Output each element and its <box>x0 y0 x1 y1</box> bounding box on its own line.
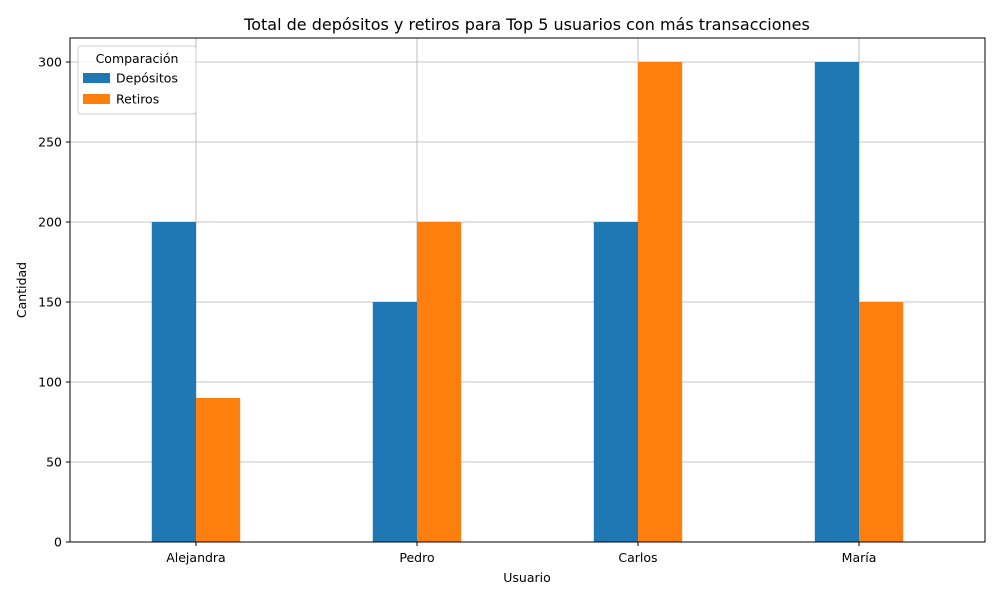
x-tick-label: Alejandra <box>166 550 226 565</box>
bar-depositos-3 <box>814 62 860 542</box>
y-axis-label: Cantidad <box>14 262 29 318</box>
chart-title: Total de depósitos y retiros para Top 5 … <box>243 15 810 34</box>
x-tick-label: María <box>842 550 877 565</box>
legend-swatch-depositos <box>83 73 110 83</box>
bar-depositos-1 <box>372 302 417 542</box>
y-tick-label: 200 <box>38 215 62 230</box>
y-tick-label: 150 <box>38 295 62 310</box>
y-tick-label: 100 <box>38 375 62 390</box>
axes-layer: 0 50 100 150 200 250 300 Alejandra Pedro Carlos Ma… <box>38 37 986 565</box>
legend-label-depositos: Depósitos <box>116 71 178 86</box>
x-tick-label: Pedro <box>399 550 434 565</box>
y-tick-label: 250 <box>38 135 62 150</box>
bar-retiros-2 <box>638 62 683 542</box>
legend-label-retiros: Retiros <box>116 92 159 107</box>
legend: Comparación Depósitos Retiros <box>77 45 197 115</box>
x-axis-label: Usuario <box>503 570 551 585</box>
bar-depositos-0 <box>151 222 196 542</box>
legend-swatch-retiros <box>83 94 110 104</box>
y-tick-label: 0 <box>54 535 62 550</box>
bar-depositos-2 <box>593 222 639 542</box>
x-tick-label: Carlos <box>618 550 657 565</box>
plot-frame <box>69 37 986 543</box>
legend-title: Comparación <box>96 51 179 66</box>
y-tick-label: 50 <box>46 455 62 470</box>
y-tick-label: 300 <box>38 55 62 70</box>
bars-layer <box>151 62 904 542</box>
bar-retiros-3 <box>859 302 904 542</box>
bar-retiros-1 <box>416 222 462 542</box>
bar-retiros-0 <box>195 398 241 542</box>
